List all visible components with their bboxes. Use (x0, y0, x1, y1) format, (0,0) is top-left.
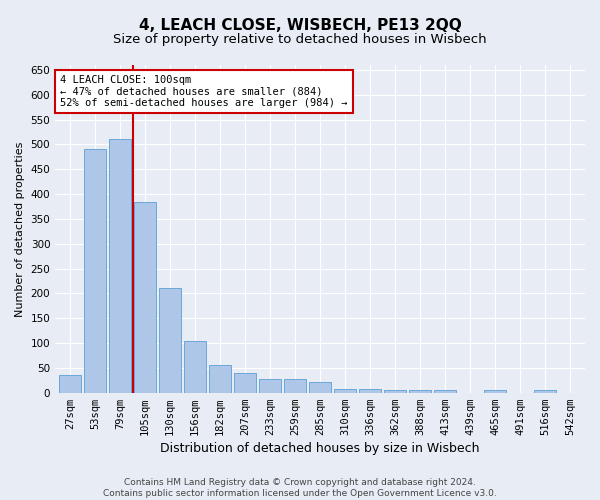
Bar (109, 140, 131, 392)
Bar (534, 390, 556, 392)
Bar (184, 340, 206, 392)
Text: 4 LEACH CLOSE: 100sqm
← 47% of detached houses are smaller (884)
52% of semi-det: 4 LEACH CLOSE: 100sqm ← 47% of detached … (61, 75, 348, 108)
Text: Contains HM Land Registry data © Crown copyright and database right 2024.
Contai: Contains HM Land Registry data © Crown c… (103, 478, 497, 498)
Bar (209, 366, 232, 392)
Text: Size of property relative to detached houses in Wisbech: Size of property relative to detached ho… (113, 32, 487, 46)
Bar (484, 390, 506, 392)
Bar (434, 390, 456, 392)
Bar (334, 388, 356, 392)
Bar (234, 373, 256, 392)
Bar (259, 380, 281, 392)
Bar (284, 380, 307, 392)
X-axis label: Distribution of detached houses by size in Wisbech: Distribution of detached houses by size … (160, 442, 480, 455)
Text: 4, LEACH CLOSE, WISBECH, PE13 2QQ: 4, LEACH CLOSE, WISBECH, PE13 2QQ (139, 18, 461, 32)
Bar (59, 376, 82, 392)
Y-axis label: Number of detached properties: Number of detached properties (15, 141, 25, 316)
Bar (309, 382, 331, 392)
Bar (359, 388, 382, 392)
Bar (159, 288, 181, 393)
Bar (384, 390, 406, 392)
Bar (409, 390, 431, 392)
Bar (84, 150, 106, 392)
Bar (134, 202, 157, 392)
